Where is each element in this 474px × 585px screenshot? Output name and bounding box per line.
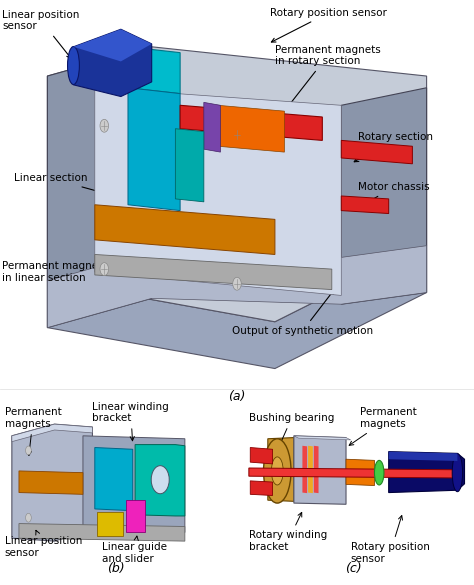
Polygon shape — [180, 105, 322, 140]
Polygon shape — [47, 47, 152, 328]
Ellipse shape — [26, 446, 31, 455]
Polygon shape — [95, 448, 133, 511]
Polygon shape — [341, 196, 389, 214]
Polygon shape — [73, 29, 152, 61]
Ellipse shape — [233, 128, 241, 141]
Polygon shape — [302, 446, 307, 493]
Polygon shape — [308, 446, 313, 493]
Polygon shape — [95, 88, 341, 295]
Polygon shape — [294, 436, 351, 440]
FancyBboxPatch shape — [0, 392, 235, 556]
Ellipse shape — [67, 46, 79, 85]
Text: Bushing bearing: Bushing bearing — [249, 413, 334, 447]
Text: Linear position
sensor: Linear position sensor — [2, 10, 80, 58]
Text: Permanent
magnets: Permanent magnets — [5, 408, 62, 455]
Polygon shape — [12, 424, 92, 442]
Polygon shape — [346, 459, 374, 486]
Polygon shape — [341, 140, 412, 164]
Polygon shape — [12, 424, 92, 541]
Polygon shape — [95, 205, 275, 254]
Text: Linear guide
and slider: Linear guide and slider — [102, 536, 167, 563]
Polygon shape — [83, 436, 185, 532]
Polygon shape — [204, 102, 220, 152]
Polygon shape — [218, 105, 284, 152]
Ellipse shape — [151, 466, 169, 494]
Polygon shape — [389, 452, 465, 493]
Ellipse shape — [26, 514, 31, 522]
Polygon shape — [250, 448, 273, 464]
Polygon shape — [314, 446, 319, 493]
Text: Rotary position
sensor: Rotary position sensor — [351, 515, 429, 563]
Text: Linear position
sensor: Linear position sensor — [5, 531, 82, 558]
Text: (b): (b) — [107, 562, 125, 575]
Text: Motor chassis: Motor chassis — [356, 182, 429, 209]
Polygon shape — [341, 88, 427, 304]
Ellipse shape — [374, 460, 384, 485]
Polygon shape — [95, 254, 332, 290]
Polygon shape — [128, 47, 180, 94]
FancyBboxPatch shape — [0, 9, 474, 389]
Text: (a): (a) — [228, 390, 246, 403]
Ellipse shape — [100, 119, 109, 132]
Polygon shape — [249, 468, 455, 478]
Text: Rotary position sensor: Rotary position sensor — [270, 8, 387, 42]
FancyBboxPatch shape — [239, 392, 472, 556]
Polygon shape — [73, 29, 152, 97]
Text: Permanent magnets
in linear section: Permanent magnets in linear section — [2, 261, 115, 283]
Text: Rotary winding
bracket: Rotary winding bracket — [249, 512, 327, 552]
Text: Linear section: Linear section — [14, 173, 122, 199]
Text: (c): (c) — [345, 562, 362, 575]
Ellipse shape — [233, 277, 241, 290]
Polygon shape — [135, 445, 185, 516]
Polygon shape — [250, 481, 273, 495]
Ellipse shape — [452, 454, 463, 491]
Polygon shape — [389, 452, 457, 461]
Ellipse shape — [271, 457, 283, 485]
Polygon shape — [294, 436, 346, 504]
Text: Permanent
magnets: Permanent magnets — [349, 408, 417, 445]
Polygon shape — [47, 246, 427, 369]
Polygon shape — [97, 512, 123, 536]
Text: Permanent magnets
in rotary section: Permanent magnets in rotary section — [275, 45, 381, 108]
Polygon shape — [47, 246, 427, 328]
Polygon shape — [268, 438, 294, 501]
Ellipse shape — [264, 439, 291, 503]
Text: Rotary section: Rotary section — [354, 132, 433, 162]
Text: Linear winding
bracket: Linear winding bracket — [92, 402, 169, 441]
Polygon shape — [175, 129, 204, 202]
Polygon shape — [19, 471, 83, 494]
Polygon shape — [47, 47, 427, 322]
Polygon shape — [128, 88, 180, 211]
Text: Output of synthetic motion: Output of synthetic motion — [232, 290, 374, 336]
Polygon shape — [126, 500, 145, 532]
Ellipse shape — [100, 263, 109, 276]
Polygon shape — [19, 524, 185, 541]
